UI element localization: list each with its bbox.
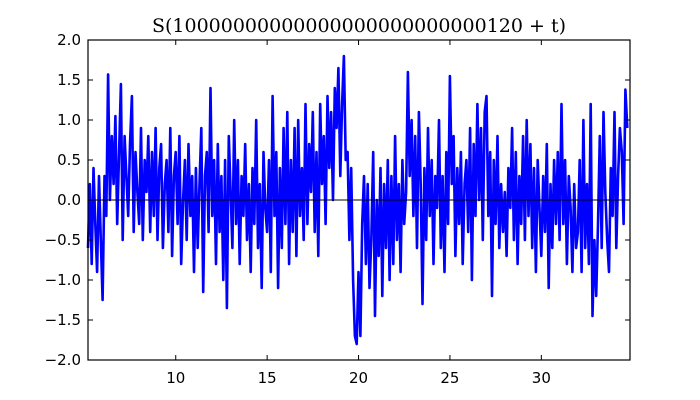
y-tick-label: 1.5	[57, 71, 81, 89]
x-tick-label: 15	[258, 369, 277, 387]
x-tick-label: 30	[532, 369, 551, 387]
y-tick-label: −1.5	[45, 311, 81, 329]
x-tick-label: 25	[440, 369, 459, 387]
y-tick-label: −2.0	[45, 351, 81, 369]
y-axis: −2.0 −1.5 −1.0 −0.5 0.0 0.5 1.0 1.5 2.0	[45, 31, 630, 369]
y-tick-label: 1.0	[57, 111, 81, 129]
y-tick-label: 2.0	[57, 31, 81, 49]
y-tick-label: −1.0	[45, 271, 81, 289]
y-tick-label: 0.5	[57, 151, 81, 169]
x-tick-label: 10	[166, 369, 185, 387]
y-tick-label: −0.5	[45, 231, 81, 249]
y-tick-label: 0.0	[57, 191, 81, 209]
x-tick-label: 20	[349, 369, 368, 387]
series-line-0	[86, 54, 629, 346]
x-axis: 10 15 20 25 30	[166, 40, 551, 387]
chart-title: S(10000000000000000000000000120 + t)	[152, 15, 566, 37]
